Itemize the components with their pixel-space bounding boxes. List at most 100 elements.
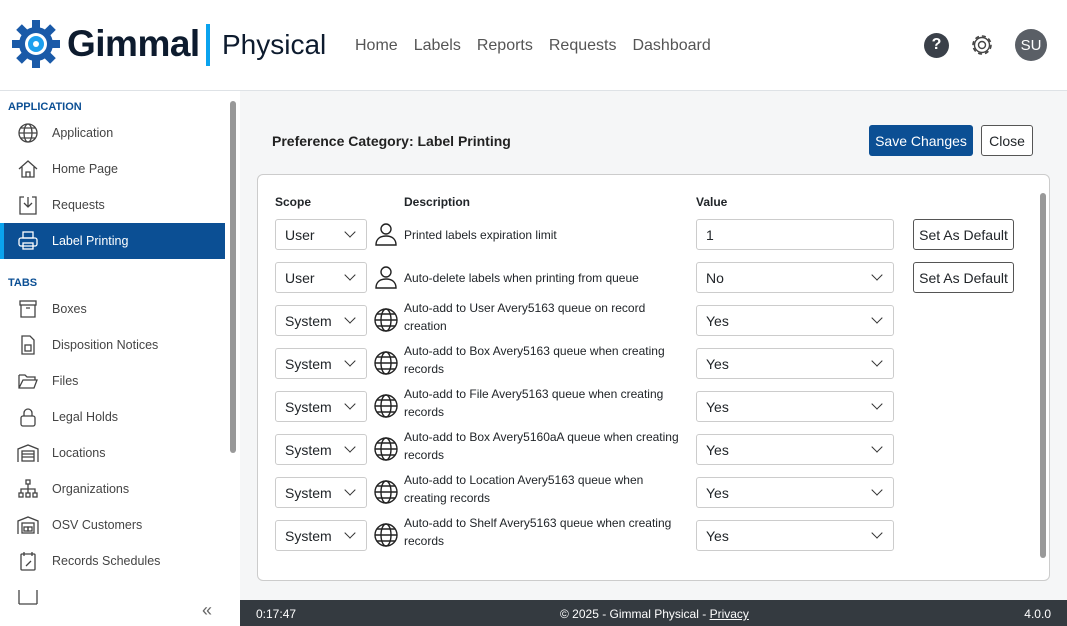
preference-row: User Printed labels expiration limit 1 S…	[258, 219, 1038, 250]
building-icon	[17, 514, 39, 536]
scope-select[interactable]: System	[275, 348, 367, 379]
lock-icon	[17, 406, 39, 428]
sidebar-item-label: Requests	[52, 198, 105, 212]
close-button[interactable]: Close	[981, 125, 1033, 156]
preference-description: Auto-add to User Avery5163 queue on reco…	[404, 301, 646, 333]
logo[interactable]: Gimmal	[11, 19, 200, 69]
scope-select[interactable]: System	[275, 305, 367, 336]
globe-icon	[17, 122, 39, 144]
value-header: Value	[696, 195, 728, 209]
value-text: 1	[706, 226, 714, 243]
scope-header: Scope	[275, 195, 312, 209]
sidebar-item-label: Organizations	[52, 482, 130, 496]
value-text: Yes	[706, 312, 729, 329]
value-select[interactable]: Yes	[696, 391, 894, 422]
value-select[interactable]: No	[696, 262, 894, 293]
sidebar-item-boxes[interactable]: Boxes	[0, 291, 225, 327]
value-select[interactable]: Yes	[696, 477, 894, 508]
sidebar-item-requests[interactable]: Requests	[0, 187, 225, 223]
sidebar: APPLICATION Application Home Page Requests L…	[0, 91, 240, 626]
main-content: Preference Category: Label Printing Save…	[240, 91, 1067, 600]
value-select[interactable]: Yes	[696, 520, 894, 551]
scope-select[interactable]: User	[275, 262, 367, 293]
chevron-down-icon	[871, 484, 883, 496]
chevron-down-icon	[344, 484, 356, 496]
sidebar-item-disposition-notices[interactable]: Disposition Notices	[0, 327, 225, 363]
collapse-sidebar-icon[interactable]: «	[202, 600, 213, 620]
sidebar-item-label: Label Printing	[52, 234, 129, 248]
set-as-default-button[interactable]: Set As Default	[913, 262, 1014, 293]
value-text: Yes	[706, 441, 729, 458]
sidebar-item-locations[interactable]: Locations	[0, 435, 225, 471]
preference-description: Auto-add to Box Avery5163 queue when cre…	[404, 344, 665, 376]
content-scrollbar[interactable]	[1040, 193, 1046, 558]
sidebar-item-files[interactable]: Files	[0, 363, 225, 399]
sidebar-item-osv-customers[interactable]: OSV Customers	[0, 507, 225, 543]
sidebar-scrollbar[interactable]	[230, 101, 236, 453]
nav-reports[interactable]: Reports	[476, 37, 533, 54]
sidebar-item-label: Records Schedules	[52, 554, 161, 568]
sidebar-item-label: Home Page	[52, 162, 119, 176]
sidebar-item-application[interactable]: Application	[0, 115, 225, 151]
globe-icon	[374, 394, 398, 418]
scope-select[interactable]: User	[275, 219, 367, 250]
footer: 0:17:47 © 2025 - Gimmal Physical - Priva…	[240, 600, 1067, 626]
value-text: Yes	[706, 484, 729, 501]
scope-select[interactable]: System	[275, 434, 367, 465]
value-select[interactable]: Yes	[696, 305, 894, 336]
set-as-default-button[interactable]: Set As Default	[913, 219, 1014, 250]
scope-value: System	[285, 398, 332, 415]
sidebar-item-organizations[interactable]: Organizations	[0, 471, 225, 507]
chevron-down-icon	[871, 398, 883, 410]
sidebar-item-label: Application	[52, 126, 114, 140]
version: 4.0.0	[1024, 607, 1051, 621]
nav-dashboard[interactable]: Dashboard	[632, 37, 711, 54]
sidebar-item-label: Locations	[52, 446, 106, 460]
save-changes-button[interactable]: Save Changes	[869, 125, 973, 156]
sidebar-item-label: Legal Holds	[52, 410, 119, 424]
chevron-down-icon	[344, 441, 356, 453]
preference-description: Auto-add to Location Avery5163 queue whe…	[404, 473, 644, 505]
privacy-link[interactable]: Privacy	[709, 607, 749, 621]
scope-value: System	[285, 355, 332, 372]
sidebar-item-records-schedules[interactable]: Records Schedules	[0, 543, 225, 579]
gear-icon[interactable]	[969, 32, 995, 58]
scope-select[interactable]: System	[275, 477, 367, 508]
sidebar-item-home-page[interactable]: Home Page	[0, 151, 225, 187]
session-time: 0:17:47	[256, 607, 297, 621]
scope-value: System	[285, 527, 332, 544]
preference-row: System Auto-add to Box Avery5163 queue w…	[258, 344, 1038, 379]
user-icon	[375, 266, 397, 289]
globe-icon	[374, 523, 398, 547]
avatar[interactable]: SU	[1015, 29, 1047, 61]
value-select[interactable]: Yes	[696, 434, 894, 465]
gear-logo-icon	[12, 20, 60, 68]
scope-select[interactable]: System	[275, 520, 367, 551]
value-input[interactable]: 1	[696, 219, 894, 250]
header-actions: ? SU	[924, 29, 1047, 61]
printer-icon	[17, 230, 39, 252]
globe-icon	[374, 437, 398, 461]
chevron-down-icon	[344, 312, 356, 324]
value-text: Yes	[706, 527, 729, 544]
value-select[interactable]: Yes	[696, 348, 894, 379]
org-chart-icon	[17, 478, 39, 500]
copyright: © 2025 - Gimmal Physical - Privacy	[560, 607, 749, 621]
nav-labels[interactable]: Labels	[413, 37, 461, 54]
help-icon[interactable]: ?	[924, 32, 949, 58]
value-text: Yes	[706, 398, 729, 415]
nav-requests[interactable]: Requests	[548, 37, 617, 54]
sidebar-item-legal-holds[interactable]: Legal Holds	[0, 399, 225, 435]
globe-icon	[374, 308, 398, 332]
chevron-down-icon	[871, 527, 883, 539]
chevron-down-icon	[344, 398, 356, 410]
sidebar-item-partial[interactable]	[0, 579, 225, 615]
nav-home[interactable]: Home	[355, 37, 398, 54]
box-icon	[17, 298, 39, 320]
scope-select[interactable]: System	[275, 391, 367, 422]
scope-value: System	[285, 441, 332, 458]
user-icon	[375, 223, 397, 246]
warehouse-icon	[17, 442, 39, 464]
chevron-down-icon	[871, 355, 883, 367]
sidebar-item-label-printing[interactable]: Label Printing	[0, 223, 225, 259]
